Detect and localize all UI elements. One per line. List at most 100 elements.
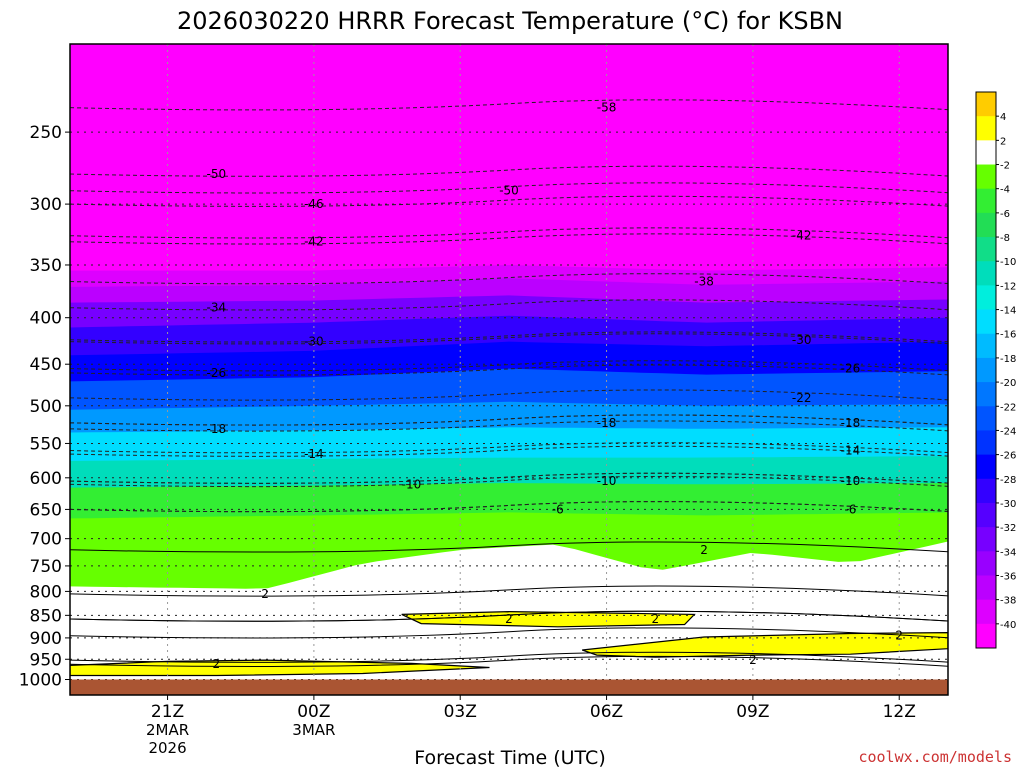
ground-surface bbox=[70, 679, 948, 695]
temperature-bands bbox=[70, 44, 948, 680]
contour-label: -14 bbox=[841, 444, 861, 458]
isotherm-line bbox=[70, 610, 948, 622]
contour-label: -42 bbox=[304, 235, 324, 249]
colorbar-swatch bbox=[976, 164, 996, 190]
y-axis: 250 300 350 400 450 500 550 600 650 700 750 800 850 9… bbox=[19, 123, 70, 691]
contour-label: 2 bbox=[652, 612, 660, 626]
colorbar-swatch bbox=[976, 430, 996, 456]
x-tick-sublabel: 2MAR bbox=[146, 721, 189, 739]
y-tick-label: 500 bbox=[30, 397, 62, 417]
colorbar-swatch bbox=[976, 212, 996, 238]
warm-pocket-950 bbox=[70, 659, 490, 677]
y-tick-label: 450 bbox=[30, 355, 62, 375]
contour-label: -30 bbox=[304, 335, 324, 349]
colorbar-swatch bbox=[976, 502, 996, 528]
colorbar-label: -18 bbox=[1000, 354, 1016, 365]
colorbar-label: -14 bbox=[1000, 306, 1016, 317]
plot-area: -58 -50 -50 -46 -42 -42 -38 -34 -30 -30 -26 -26 -22 -… bbox=[70, 44, 948, 695]
contour-label: -10 bbox=[402, 477, 422, 491]
contour-label: -10 bbox=[841, 474, 861, 488]
colorbar-swatch bbox=[976, 454, 996, 480]
isotherm-line bbox=[70, 651, 948, 663]
credit-link[interactable]: coolwx.com/models bbox=[858, 748, 1012, 766]
colorbar-label: -30 bbox=[1000, 499, 1016, 510]
contour-label: -18 bbox=[597, 416, 617, 430]
colorbar-label: 4 bbox=[1000, 112, 1006, 123]
isotherm-contours: -58 -50 -50 -46 -42 -42 -38 -34 -30 -30 -26 -26 -22 -… bbox=[70, 99, 948, 671]
contour-label: -42 bbox=[792, 229, 812, 243]
isotherm-line bbox=[70, 585, 948, 597]
colorbar-swatch bbox=[976, 623, 996, 649]
x-tick-label: 21Z bbox=[151, 702, 184, 722]
colorbar-label: -4 bbox=[1000, 185, 1010, 196]
y-tick-label: 750 bbox=[30, 557, 62, 577]
colorbar-swatch bbox=[976, 140, 996, 166]
colorbar-swatch bbox=[976, 478, 996, 504]
colorbar-swatch bbox=[976, 116, 996, 141]
temperature-band bbox=[70, 44, 948, 271]
colorbar-swatch bbox=[976, 406, 996, 431]
contour-label: 2 bbox=[749, 653, 757, 667]
colorbar-swatch bbox=[976, 188, 996, 214]
y-tick-label: 550 bbox=[30, 434, 62, 454]
ground-fill bbox=[70, 679, 948, 695]
contour-label: -38 bbox=[694, 275, 714, 289]
colorbar-frame bbox=[975, 91, 997, 649]
colorbar-swatch bbox=[976, 527, 996, 552]
colorbar-swatch bbox=[976, 261, 996, 286]
contour-label: 2 bbox=[213, 657, 221, 671]
colorbar-label: -36 bbox=[1000, 571, 1016, 582]
colorbar-swatch bbox=[976, 357, 996, 383]
colorbar: 4 2 -2 -4 -6 -8 -10 -12 -14 -16 -18 -20 -22 -24 -26 -28… bbox=[975, 91, 1016, 649]
contour-label: 2 bbox=[895, 629, 903, 643]
colorbar-label: -6 bbox=[1000, 209, 1010, 220]
isotherm-line bbox=[70, 541, 948, 553]
contour-label: -6 bbox=[844, 502, 856, 516]
contour-label: -14 bbox=[304, 447, 324, 461]
colorbar-swatch bbox=[976, 237, 996, 262]
y-tick-label: 900 bbox=[30, 629, 62, 649]
y-tick-label: 300 bbox=[30, 195, 62, 215]
colorbar-label: -24 bbox=[1000, 426, 1016, 437]
colorbar-label: -22 bbox=[1000, 402, 1016, 413]
x-tick-label: 06Z bbox=[590, 702, 623, 722]
contour-label: -58 bbox=[597, 101, 617, 115]
y-tick-label: 850 bbox=[30, 606, 62, 626]
y-tick-label: 250 bbox=[30, 123, 62, 143]
x-tick-sublabel: 3MAR bbox=[292, 721, 335, 739]
contour-label: 2 bbox=[505, 612, 513, 626]
colorbar-label: -28 bbox=[1000, 475, 1016, 486]
colorbar-swatch bbox=[976, 309, 996, 335]
x-tick-label: 12Z bbox=[883, 702, 916, 722]
y-tick-label: 400 bbox=[30, 309, 62, 329]
contour-label: 2 bbox=[261, 587, 269, 601]
plot-frame bbox=[69, 43, 949, 696]
isotherm-line bbox=[70, 627, 948, 639]
y-tick-label: 350 bbox=[30, 256, 62, 276]
colorbar-swatch bbox=[976, 285, 996, 311]
colorbar-label: -2 bbox=[1000, 161, 1010, 172]
colorbar-swatch bbox=[976, 382, 996, 407]
contour-label: -10 bbox=[597, 474, 617, 488]
colorbar-label: -16 bbox=[1000, 330, 1016, 341]
y-tick-label: 950 bbox=[30, 650, 62, 670]
colorbar-label: -12 bbox=[1000, 281, 1016, 292]
colorbar-swatch bbox=[976, 575, 996, 601]
x-tick-label: 00Z bbox=[297, 702, 330, 722]
colorbar-label: -26 bbox=[1000, 451, 1016, 462]
contour-label: -50 bbox=[499, 184, 519, 198]
contour-label: -34 bbox=[207, 301, 227, 315]
contour-label: -18 bbox=[841, 416, 861, 430]
y-tick-label: 650 bbox=[30, 500, 62, 520]
grid-lines bbox=[70, 44, 948, 695]
colorbar-label: -10 bbox=[1000, 257, 1016, 268]
colorbar-label: -8 bbox=[1000, 233, 1010, 244]
colorbar-swatch bbox=[976, 551, 996, 576]
colorbar-label: -40 bbox=[1000, 620, 1016, 631]
contour-label: -46 bbox=[304, 197, 324, 211]
y-tick-label: 700 bbox=[30, 530, 62, 550]
contour-label: -26 bbox=[207, 366, 227, 380]
contour-label: 2 bbox=[700, 543, 708, 557]
